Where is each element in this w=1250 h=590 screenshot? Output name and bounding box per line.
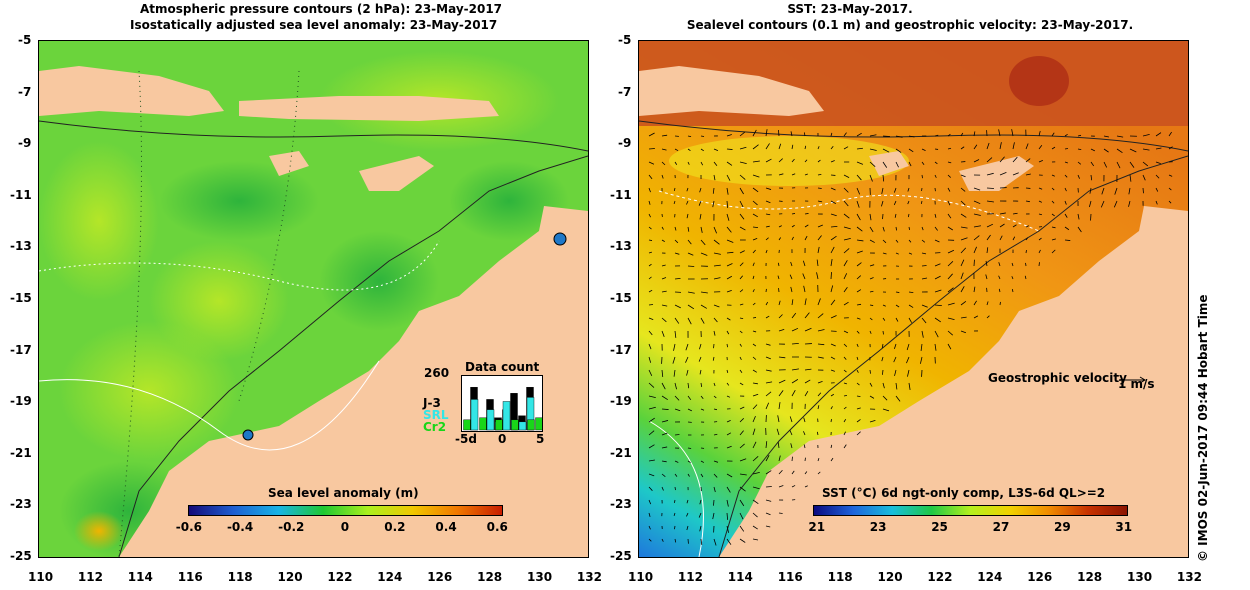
left-lon-tick: 110 xyxy=(28,570,54,584)
right-colorbar-tick: 27 xyxy=(992,520,1010,534)
right-lon-tick: 126 xyxy=(1027,570,1053,584)
histogram-xtick-5: 5 xyxy=(536,432,545,446)
right-lon-tick: 110 xyxy=(628,570,654,584)
right-title-line1: SST: 23-May-2017. xyxy=(787,2,913,16)
right-colorbar-tick: 31 xyxy=(1115,520,1133,534)
histogram-bar xyxy=(502,401,511,431)
histogram-bar xyxy=(470,399,479,431)
left-lon-tick: 112 xyxy=(77,570,103,584)
left-lat-tick: -7 xyxy=(18,84,32,99)
left-colorbar-tick: 0.6 xyxy=(486,520,508,534)
left-colorbar-tick: 0 xyxy=(340,520,350,534)
right-lat-tick: -17 xyxy=(610,342,632,357)
right-lon-tick: 112 xyxy=(677,570,703,584)
right-lat-tick: -5 xyxy=(618,33,632,47)
right-lat-tick: -13 xyxy=(610,239,632,254)
right-lat-tick: -7 xyxy=(618,84,632,99)
velocity-legend-arrow xyxy=(1118,370,1148,389)
right-lat-tick: -9 xyxy=(618,136,632,151)
left-lon-tick: 118 xyxy=(227,570,253,584)
right-colorbar xyxy=(813,505,1128,516)
right-lon-tick: 116 xyxy=(777,570,803,584)
left-colorbar-tick: 0.2 xyxy=(384,520,406,534)
right-lon-tick: 130 xyxy=(1127,570,1153,584)
histogram-bar xyxy=(535,417,543,431)
histogram-bar xyxy=(511,419,519,431)
left-lon-tick: 126 xyxy=(427,570,453,584)
data-count-title: Data count xyxy=(465,360,540,374)
left-title-line2: Isostatically adjusted sea level anomaly… xyxy=(130,18,498,32)
right-lon-tick: 132 xyxy=(1176,570,1202,584)
left-map-plot xyxy=(38,40,589,558)
left-lon-tick: 120 xyxy=(277,570,303,584)
mission-srl-label: SRL xyxy=(423,408,449,422)
right-lon-tick: 114 xyxy=(727,570,753,584)
velocity-scale-label: 1 m/s xyxy=(1118,377,1155,391)
left-colorbar-tick: -0.2 xyxy=(278,520,305,534)
left-lat-tick: -17 xyxy=(10,342,32,357)
left-lat-tick: -5 xyxy=(18,33,32,47)
left-lat-tick: -19 xyxy=(10,394,32,409)
left-lon-tick: 124 xyxy=(377,570,403,584)
imos-credit: © IMOS 02-Jun-2017 09:44 Hobart Time xyxy=(1196,294,1210,562)
left-lat-tick: -23 xyxy=(10,497,32,512)
right-lat-tick: -25 xyxy=(610,549,632,563)
left-lat-tick: -15 xyxy=(10,291,32,305)
mission-cr2-label: Cr2 xyxy=(423,420,447,434)
right-lon-tick: 124 xyxy=(977,570,1003,584)
histogram-bar xyxy=(486,409,495,431)
data-count-histogram xyxy=(461,375,543,432)
histogram-xtick-0: 0 xyxy=(498,432,507,446)
right-lon-tick: 120 xyxy=(877,570,903,584)
right-lon-tick: 128 xyxy=(1077,570,1103,584)
right-title-line2: Sealevel contours (0.1 m) and geostrophi… xyxy=(686,18,1134,32)
mission-j3-label: J-3 xyxy=(423,396,441,410)
left-lon-tick: 130 xyxy=(527,570,553,584)
left-lat-tick: -21 xyxy=(10,445,32,460)
left-lon-tick: 132 xyxy=(576,570,602,584)
histogram-bar xyxy=(463,419,471,431)
left-lon-tick: 122 xyxy=(327,570,353,584)
histogram-bar xyxy=(518,421,527,431)
left-colorbar-tick: 0.4 xyxy=(435,520,457,534)
right-lat-tick: -23 xyxy=(610,497,632,512)
left-lon-tick: 116 xyxy=(177,570,203,584)
data-count-max: 260 xyxy=(424,366,450,380)
histogram-bar xyxy=(479,417,487,431)
histogram-bar xyxy=(495,419,503,431)
right-colorbar-title: SST (°C) 6d ngt-only comp, L3S-6d QL>=2 xyxy=(822,486,1106,500)
right-map-plot xyxy=(638,40,1189,558)
left-lat-tick: -13 xyxy=(10,239,32,254)
right-lon-tick: 122 xyxy=(927,570,953,584)
left-lat-tick: -11 xyxy=(10,187,32,202)
right-colorbar-tick: 25 xyxy=(931,520,948,534)
right-lat-tick: -15 xyxy=(610,291,632,305)
right-lat-tick: -21 xyxy=(610,445,632,460)
left-colorbar xyxy=(188,505,503,516)
histogram-xtick-neg5: -5d xyxy=(455,432,477,446)
left-colorbar-title: Sea level anomaly (m) xyxy=(268,486,419,500)
left-title-line1: Atmospheric pressure contours (2 hPa): 2… xyxy=(140,2,503,16)
left-lat-tick: -25 xyxy=(10,549,32,563)
right-colorbar-tick: 21 xyxy=(808,520,826,534)
left-lon-tick: 114 xyxy=(127,570,153,584)
velocity-legend-label: Geostrophic velocity xyxy=(988,371,1127,385)
left-colorbar-tick: -0.4 xyxy=(226,520,254,534)
histogram-bar xyxy=(527,419,535,431)
right-colorbar-tick: 23 xyxy=(869,520,887,534)
right-lat-tick: -11 xyxy=(610,187,632,202)
right-lon-tick: 118 xyxy=(827,570,853,584)
left-lon-tick: 128 xyxy=(477,570,503,584)
right-colorbar-tick: 29 xyxy=(1054,520,1071,534)
left-lat-tick: -9 xyxy=(18,136,32,151)
left-colorbar-tick: -0.6 xyxy=(175,520,203,534)
right-lat-tick: -19 xyxy=(610,394,632,409)
